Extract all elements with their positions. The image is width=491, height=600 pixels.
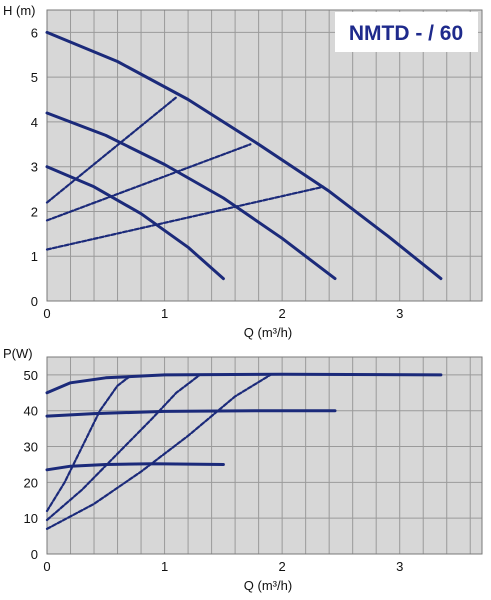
curve-solid-2	[45, 30, 443, 281]
y-tick-label: 40	[24, 404, 38, 419]
title-box: NMTD - / 60	[335, 12, 478, 52]
x-tick-label: 3	[396, 306, 403, 321]
x-tick-label: 3	[396, 559, 403, 574]
y-tick-label: 4	[31, 115, 38, 130]
x-tick-label: 2	[279, 306, 286, 321]
curve-dashed-3	[45, 375, 131, 513]
power-chart-curves	[45, 372, 443, 530]
x-tick-label: 0	[43, 559, 50, 574]
x-tick-label: 2	[279, 559, 286, 574]
head-chart-y-ticks: 0 1 2 3 4 5 6	[31, 25, 38, 309]
x-axis-title: Q (m³/h)	[244, 578, 292, 593]
y-tick-label: 0	[31, 547, 38, 562]
curve-dashed-5	[45, 185, 325, 251]
x-tick-label: 1	[161, 306, 168, 321]
curve-dashed-4	[45, 373, 201, 522]
x-tick-label: 0	[43, 306, 50, 321]
y-tick-label: 3	[31, 160, 38, 175]
head-chart: NMTD - / 60 H (m) Q (m³/h) 0 1 2 3 4 5 6 0 1 2 3	[3, 3, 483, 340]
power-chart-y-ticks: 0 10 20 30 40 50	[24, 368, 38, 562]
head-chart-curves	[45, 30, 443, 281]
chart-title: NMTD - / 60	[349, 22, 463, 45]
power-chart-x-ticks: 0 1 2 3	[43, 559, 403, 574]
head-chart-x-ticks: 0 1 2 3	[43, 306, 403, 321]
curve-solid-2	[45, 372, 443, 395]
y-tick-label: 5	[31, 70, 38, 85]
y-tick-label: 20	[24, 475, 38, 490]
y-axis-title: H (m)	[3, 3, 36, 18]
curve-dashed-5	[45, 373, 272, 530]
y-tick-label: 2	[31, 204, 38, 219]
plot-frame	[46, 9, 483, 302]
x-axis-title: Q (m³/h)	[244, 325, 292, 340]
y-tick-label: 10	[24, 511, 38, 526]
curve-solid-1	[45, 111, 337, 281]
head-chart-grid	[46, 9, 483, 302]
y-tick-label: 6	[31, 25, 38, 40]
curve-solid-0	[45, 165, 225, 281]
curve-dashed-3	[45, 96, 178, 204]
y-tick-label: 50	[24, 368, 38, 383]
x-tick-label: 1	[161, 559, 168, 574]
curve-dashed-4	[45, 143, 252, 222]
curve-solid-1	[45, 409, 337, 418]
plot-frame	[46, 356, 483, 555]
y-axis-title: P(W)	[3, 346, 33, 361]
y-tick-label: 0	[31, 294, 38, 309]
power-chart: P(W) Q (m³/h) 0 10 20 30 40 50 0 1 2 3	[3, 346, 483, 593]
y-tick-label: 30	[24, 440, 38, 455]
power-chart-plot-area	[47, 357, 482, 554]
y-tick-label: 1	[31, 249, 38, 264]
